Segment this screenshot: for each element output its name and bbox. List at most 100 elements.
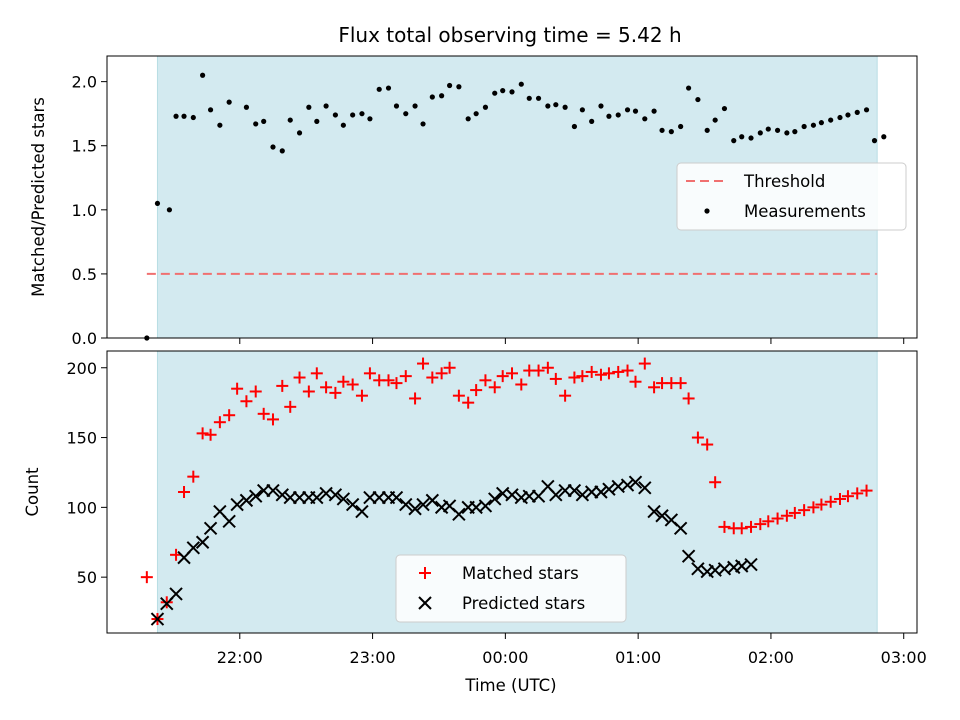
- matched-star-point: [709, 476, 722, 489]
- top-x-ticks: [239, 338, 905, 344]
- y-tick-label: 0.5: [72, 265, 97, 284]
- matched-star-point: [284, 400, 297, 413]
- measurement-point: [190, 114, 196, 121]
- predicted-star-point: [744, 557, 758, 572]
- predicted-star-point: [575, 488, 590, 502]
- measurement-point: [545, 103, 551, 109]
- predicted-star-point: [328, 488, 343, 502]
- legend-matched-label: Matched stars: [462, 564, 579, 583]
- matched-star-point: [390, 377, 403, 390]
- matched-star-point: [399, 370, 412, 383]
- measurement-point: [624, 107, 631, 113]
- measurement-point: [306, 104, 312, 110]
- measurement-point: [668, 129, 674, 135]
- x-tick-label: 02:00: [748, 648, 794, 667]
- matched-star-point: [841, 490, 854, 503]
- matched-star-point: [559, 389, 572, 402]
- measurement-point: [553, 102, 559, 108]
- matched-star-point: [788, 506, 801, 519]
- measurement-point: [598, 103, 604, 109]
- x-tick-label: 03:00: [881, 648, 927, 667]
- matched-star-point: [140, 571, 153, 584]
- predicted-star-point: [345, 497, 360, 512]
- matched-star-point: [674, 377, 687, 390]
- measurement-point: [207, 107, 214, 113]
- predicted-star-point: [478, 499, 493, 513]
- measurement-point: [818, 120, 824, 126]
- measurement-point: [456, 84, 462, 90]
- predicted-star-point: [150, 612, 165, 626]
- predicted-star-point: [408, 502, 422, 516]
- matched-star-point: [329, 386, 342, 399]
- measurement-point: [562, 104, 568, 110]
- measurement-point: [774, 127, 781, 133]
- predicted-star-point: [602, 482, 616, 496]
- matched-star-point: [240, 395, 253, 408]
- matched-star-point: [435, 367, 448, 380]
- matched-star-point: [718, 520, 731, 533]
- predicted-star-point: [691, 562, 705, 576]
- matched-star-point: [187, 470, 200, 483]
- matched-star-point: [691, 431, 704, 444]
- predicted-stars-points: [150, 475, 758, 626]
- top-y-axis-label: Matched/Predicted stars: [29, 97, 48, 297]
- predicted-star-point: [628, 475, 643, 489]
- measurements-points: [144, 72, 887, 341]
- predicted-star-point: [203, 521, 218, 536]
- matched-star-point: [196, 427, 209, 440]
- measurement-point: [376, 86, 382, 92]
- measurement-point: [181, 113, 187, 119]
- matched-star-point: [302, 385, 315, 398]
- bottom-axes-frame: [106, 350, 918, 634]
- x-tick-label: 23:00: [350, 648, 396, 667]
- bottom-y-ticks: 50 100 150 200: [66, 359, 107, 587]
- measurement-point: [810, 122, 817, 128]
- legend-matched-swatch: [419, 567, 431, 579]
- matched-star-point: [771, 512, 784, 525]
- x-tick-label: 01:00: [615, 648, 661, 667]
- y-tick-label: 200: [66, 359, 97, 378]
- matched-star-point: [470, 384, 483, 397]
- y-tick-label: 150: [66, 429, 97, 448]
- chart-title: Flux total observing time = 5.42 h: [338, 23, 681, 47]
- predicted-star-point: [249, 489, 263, 503]
- predicted-star-point: [195, 535, 210, 549]
- matched-star-point: [409, 392, 422, 405]
- measurement-point: [420, 121, 426, 127]
- predicted-star-point: [399, 497, 413, 512]
- predicted-star-point: [505, 488, 519, 502]
- top-legend-box: [676, 162, 907, 231]
- matched-star-point: [515, 378, 528, 391]
- matched-star-point: [798, 504, 811, 517]
- measurement-point: [801, 123, 807, 130]
- predicted-star-point: [169, 587, 183, 601]
- measurement-point: [367, 116, 373, 122]
- measurement-point: [482, 104, 489, 110]
- predicted-star-point: [620, 478, 635, 492]
- measurement-point: [571, 123, 578, 130]
- bottom-panel: 50 100 150 200 22:00 23:00 00:00 01:00 02:00 03:…: [23, 350, 927, 695]
- matched-star-point: [320, 381, 333, 394]
- measurement-point: [731, 138, 737, 144]
- measurement-point: [359, 111, 365, 117]
- measurement-point: [721, 105, 728, 112]
- predicted-star-point: [310, 490, 324, 505]
- predicted-star-point: [336, 492, 351, 506]
- legend-threshold-label: Threshold: [743, 172, 825, 191]
- matched-star-point: [355, 389, 368, 402]
- matched-star-point: [754, 518, 767, 531]
- matched-star-point: [506, 367, 518, 380]
- legend-measurements-swatch: [704, 208, 710, 214]
- measurement-point: [739, 134, 745, 140]
- matched-star-point: [807, 501, 820, 514]
- matched-star-point: [602, 367, 615, 380]
- measurement-point: [518, 81, 524, 87]
- matched-star-point: [417, 357, 430, 370]
- top-y-ticks: 0.0 0.5 1.0 1.5 2.0: [72, 73, 107, 348]
- matched-star-point: [532, 364, 545, 377]
- matched-star-point: [223, 409, 236, 422]
- measurement-point: [695, 96, 701, 103]
- measurement-point: [686, 85, 692, 91]
- predicted-star-point: [222, 514, 236, 529]
- measurement-point: [314, 118, 320, 124]
